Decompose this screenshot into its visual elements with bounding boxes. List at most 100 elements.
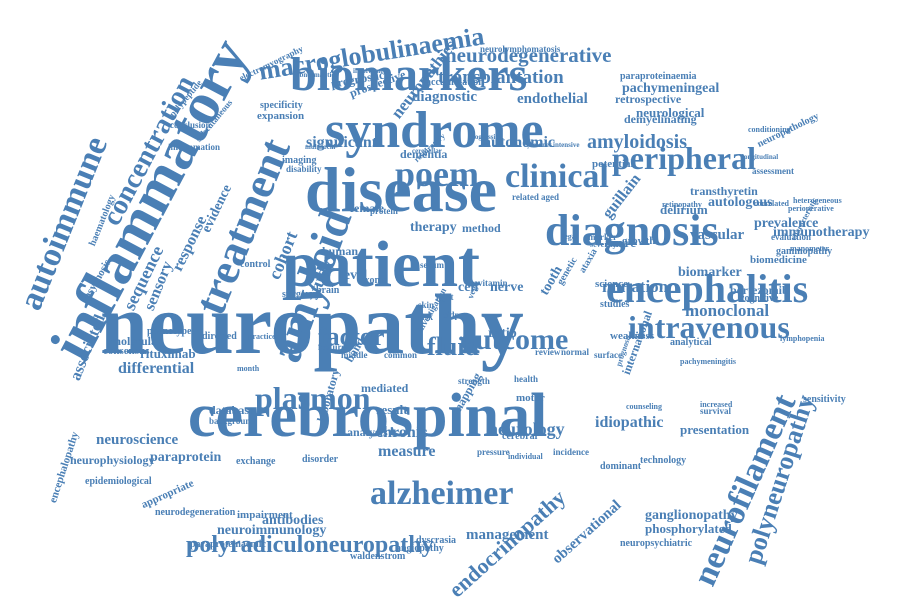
cloud-word: manometer xyxy=(790,244,830,254)
cloud-word: light xyxy=(436,291,454,302)
cloud-word: risk xyxy=(418,311,434,322)
cloud-word: involvement xyxy=(353,67,390,76)
cloud-word: exchange xyxy=(236,455,276,467)
cloud-word: multifocal xyxy=(305,143,336,152)
cloud-word: conditioning xyxy=(748,125,791,135)
cloud-word: longitudinal xyxy=(742,153,779,162)
cloud-word: intensive xyxy=(553,141,580,150)
cloud-word: science xyxy=(595,277,628,290)
cloud-word: skin xyxy=(418,299,435,310)
cloud-word: analytical xyxy=(670,336,712,348)
cloud-word: significant xyxy=(306,133,378,151)
cloud-word: poem xyxy=(395,154,479,195)
cloud-word: middle xyxy=(341,349,368,360)
cloud-word: therapy xyxy=(410,219,457,235)
cloud-word: cidp xyxy=(443,309,460,320)
cloud-word: perioperative xyxy=(788,204,834,214)
cloud-word: correlated xyxy=(754,199,789,209)
cloud-word: neuroimmunology xyxy=(217,522,327,538)
cloud-word: evaluation xyxy=(771,231,812,242)
cloud-word: dementia xyxy=(400,147,448,162)
cloud-word: normal xyxy=(561,346,589,357)
cloud-word: neurodegeneration xyxy=(155,506,236,518)
cloud-word: neuroscience xyxy=(96,431,179,448)
cloud-word: health xyxy=(514,373,539,384)
cloud-word: diagnosis xyxy=(545,205,719,255)
cloud-word: assessment xyxy=(752,165,794,176)
cloud-word: surgery xyxy=(282,288,315,300)
cloud-word: legal xyxy=(562,232,578,242)
cloud-word: lymphopenia xyxy=(780,334,825,344)
cloud-word: protein xyxy=(370,205,398,216)
cloud-word: conclusion xyxy=(170,119,211,130)
cloud-word: directed xyxy=(202,330,237,342)
cloud-word: increased xyxy=(700,400,733,410)
cloud-word: encephalitis xyxy=(606,266,809,312)
cloud-word: common xyxy=(384,349,417,360)
cloud-word: survival xyxy=(700,405,732,416)
cloud-word: neuropsychiatric xyxy=(620,537,693,549)
cloud-word: barré xyxy=(605,235,637,251)
cloud-word: prevalence xyxy=(754,215,819,231)
cloud-word: outcome xyxy=(460,323,569,357)
cloud-word: neurophysiology xyxy=(70,453,155,468)
cloud-word: nerve xyxy=(490,279,524,295)
cloud-word: ganglionopathy xyxy=(645,507,738,523)
cloud-word: antibodies xyxy=(262,512,324,528)
cloud-word: angiopathy xyxy=(396,542,444,554)
cloud-word: database xyxy=(209,403,255,418)
cloud-word: presentation xyxy=(680,422,750,438)
cloud-word: neuropathy xyxy=(100,276,524,373)
cloud-word: management xyxy=(466,526,549,543)
cloud-word: strength xyxy=(458,375,490,386)
cloud-word: clinical xyxy=(505,158,609,196)
cloud-word: amyloidosis xyxy=(587,130,688,153)
cloud-word: retinopathy xyxy=(662,200,702,210)
cloud-word: biomedicine xyxy=(750,253,807,266)
cloud-word: measure xyxy=(378,442,436,460)
cloud-word: peripheral xyxy=(612,139,756,176)
cloud-word: neurology xyxy=(488,419,565,440)
cloud-word: vitamin xyxy=(478,277,508,288)
cloud-word: diagnostic xyxy=(412,88,478,105)
cloud-word: polyradiculoneuropathy xyxy=(186,532,434,559)
cloud-word: feature xyxy=(318,341,346,352)
cloud-word: epidemiological xyxy=(85,475,152,487)
cloud-word: fluid xyxy=(427,331,480,361)
cloud-word: severity xyxy=(590,240,617,250)
cloud-word: review xyxy=(535,346,561,357)
cloud-word: growth xyxy=(622,234,656,247)
cloud-word: disorder xyxy=(302,453,339,465)
cloud-word: cytokines xyxy=(524,141,552,150)
cloud-word: gammopathy xyxy=(776,245,833,257)
cloud-word: expansion xyxy=(257,109,305,122)
cloud-word: factor xyxy=(318,321,385,351)
cloud-word: dominant xyxy=(600,460,642,472)
cloud-word: biomarker xyxy=(678,264,742,280)
cloud-word: molecular xyxy=(111,334,163,349)
cloud-word: dyscrasia xyxy=(416,534,456,546)
cloud-word: autologous xyxy=(708,194,773,210)
cloud-word: transthyretin xyxy=(690,184,758,199)
cloud-word: ratio xyxy=(488,325,517,341)
cloud-word: inflammation xyxy=(168,141,221,152)
cloud-word: mediated xyxy=(361,381,409,396)
cloud-word: related xyxy=(512,191,539,202)
cloud-word: mutation xyxy=(602,277,669,297)
cloud-word: disability xyxy=(286,163,322,174)
cloud-word: cerebellar xyxy=(412,147,442,156)
cloud-word: level xyxy=(340,267,368,283)
cloud-word: patient xyxy=(282,227,480,301)
cloud-word: endothelial xyxy=(517,90,588,107)
cloud-word: heterogeneous xyxy=(793,196,842,206)
cloud-word: sensitivity xyxy=(803,393,846,405)
cloud-word: female xyxy=(350,201,384,216)
cloud-word: serum xyxy=(420,259,444,270)
cloud-word: weakness xyxy=(610,329,655,342)
cloud-word: alzheimer xyxy=(370,475,514,513)
cloud-word: biomarkers xyxy=(290,47,528,101)
cloud-word: paraproteinaemic xyxy=(190,538,266,550)
cloud-word: analysis xyxy=(347,425,388,440)
cloud-word: encephalopathy xyxy=(47,430,82,505)
